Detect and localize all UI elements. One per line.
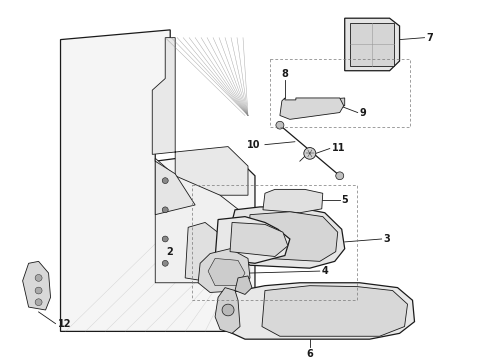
Text: 5: 5: [342, 195, 348, 205]
Polygon shape: [155, 158, 245, 283]
Circle shape: [304, 148, 316, 159]
Polygon shape: [215, 217, 290, 263]
Circle shape: [162, 236, 168, 242]
Text: 2: 2: [167, 247, 173, 257]
Polygon shape: [248, 212, 338, 261]
Polygon shape: [185, 222, 228, 283]
Polygon shape: [290, 98, 345, 113]
Polygon shape: [262, 286, 408, 336]
Text: 10: 10: [246, 140, 260, 150]
Polygon shape: [235, 276, 252, 294]
Text: 11: 11: [332, 143, 345, 153]
Polygon shape: [345, 18, 399, 71]
Polygon shape: [230, 207, 345, 268]
Circle shape: [162, 207, 168, 213]
Circle shape: [35, 299, 42, 306]
Polygon shape: [263, 189, 323, 213]
Circle shape: [276, 121, 284, 129]
Text: 12: 12: [57, 319, 71, 329]
Polygon shape: [215, 288, 240, 333]
Text: 1: 1: [307, 242, 314, 252]
Circle shape: [35, 287, 42, 294]
Circle shape: [222, 304, 234, 316]
Circle shape: [336, 172, 343, 180]
Polygon shape: [208, 258, 245, 286]
Polygon shape: [23, 261, 50, 310]
Circle shape: [35, 274, 42, 281]
Polygon shape: [225, 283, 415, 339]
Text: 4: 4: [322, 266, 328, 276]
Text: 3: 3: [384, 234, 391, 244]
Polygon shape: [152, 38, 248, 195]
Polygon shape: [350, 23, 393, 66]
Circle shape: [162, 178, 168, 184]
Polygon shape: [280, 98, 343, 120]
Text: 6: 6: [306, 349, 313, 359]
Text: 8: 8: [281, 69, 288, 78]
Polygon shape: [155, 161, 195, 215]
Polygon shape: [198, 249, 250, 292]
Text: 7: 7: [426, 33, 433, 42]
Polygon shape: [61, 30, 255, 332]
Circle shape: [162, 260, 168, 266]
Text: 9: 9: [360, 108, 367, 118]
Polygon shape: [230, 222, 288, 256]
